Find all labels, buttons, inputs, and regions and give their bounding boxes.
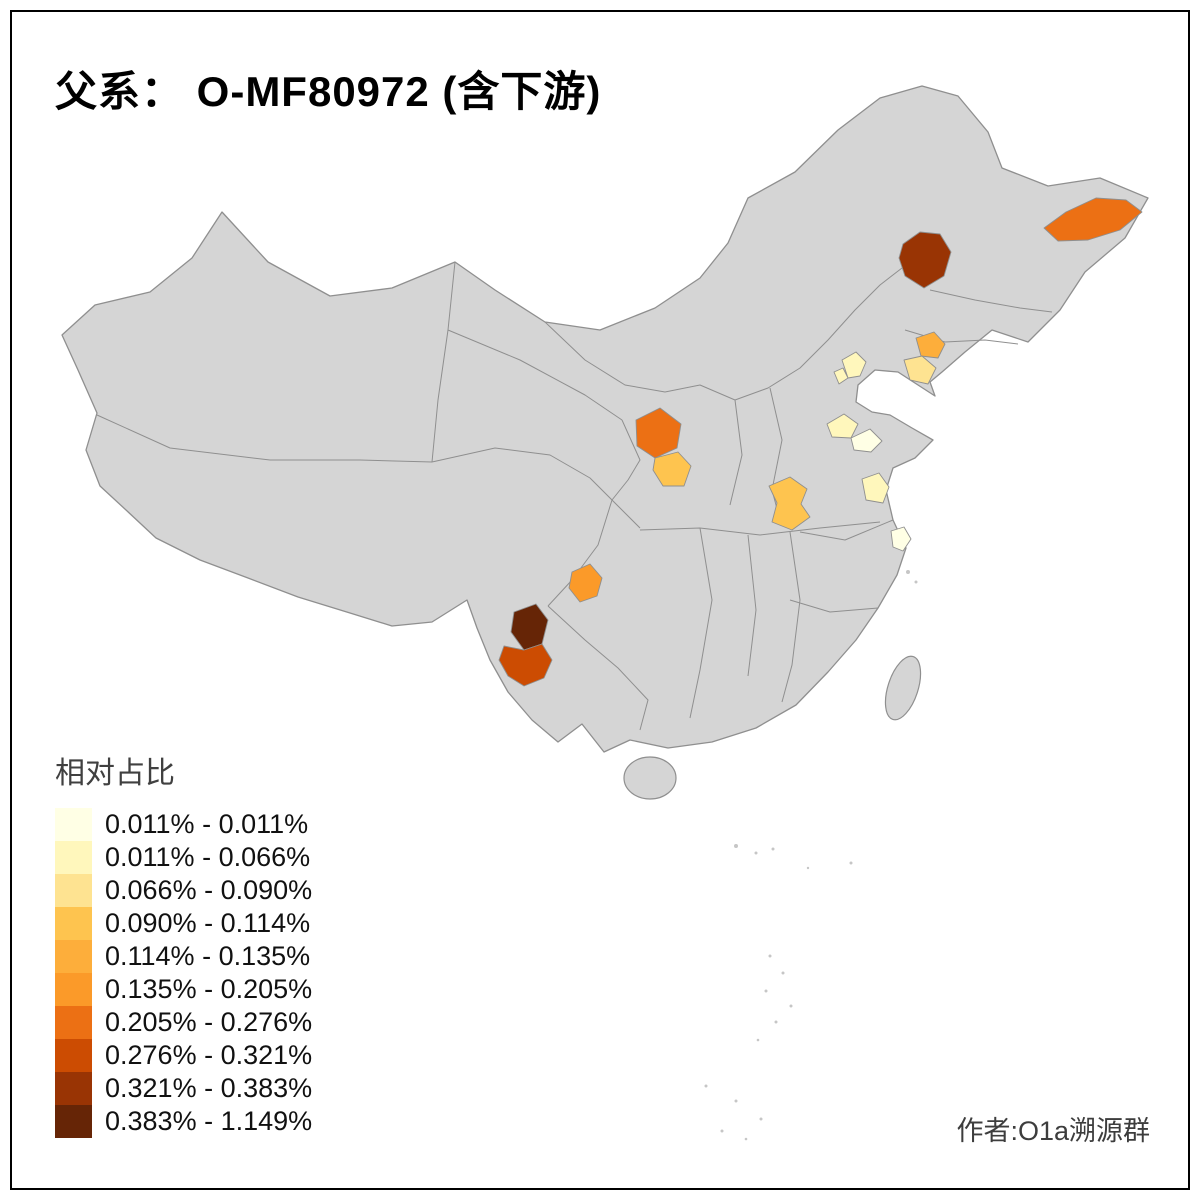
taiwan-island [884,655,922,721]
legend-swatch [55,1006,92,1039]
island-dot [754,851,758,855]
author-credit: 作者:O1a溯源群 [956,1116,1150,1146]
legend-title: 相对占比 [55,757,175,790]
legend-label: 0.114% - 0.135% [105,941,311,971]
legend-item: 0.135% - 0.205% [55,973,312,1006]
legend-label: 0.090% - 0.114% [105,908,311,938]
island-dot [764,989,768,993]
legend-label: 0.011% - 0.066% [105,842,311,872]
choropleth-regions [498,197,1143,687]
region-liaodong-peninsula [903,355,937,385]
legend-item: 0.011% - 0.066% [55,841,312,874]
china-mainland [61,85,1149,753]
region-beijing-area [833,351,867,385]
legend-item: 0.321% - 0.383% [55,1072,312,1105]
legend-swatch [55,940,92,973]
legend-swatch [55,841,92,874]
island-dot [914,580,918,584]
island-dot [774,1020,778,1024]
legend-swatch [55,973,92,1006]
south-china-sea-islands [704,570,918,1141]
legend-item: 0.114% - 0.135% [55,940,312,973]
island-dot [906,570,910,574]
island-dot [789,1004,793,1008]
region-shanghai-area [890,526,912,552]
island-dot [720,1129,724,1133]
legend-swatch [55,1105,92,1138]
region-heilongjiang-east [1043,197,1143,242]
legend-label: 0.066% - 0.090% [105,875,313,905]
legend-label: 0.321% - 0.383% [105,1073,313,1103]
legend-swatch [55,1072,92,1105]
island-dot [781,971,785,975]
region-yunnan-west [498,643,553,687]
legend-swatch [55,1039,92,1072]
region-shandong-central [850,428,883,453]
region-liaoning-central [915,331,946,359]
island-dot [756,1038,760,1042]
island-dot [704,1084,708,1088]
region-jiangsu-north [861,472,890,504]
legend-swatch [55,907,92,940]
legend-item: 0.011% - 0.011% [55,808,312,841]
legend-item: 0.276% - 0.321% [55,1039,312,1072]
region-shaanxi-south [652,451,692,487]
page-title: 父系： O-MF80972 (含下游) [55,68,602,115]
island-dot [849,861,853,865]
hainan-island [623,756,677,800]
legend-swatch [55,874,92,907]
legend-label: 0.383% - 1.149% [105,1106,313,1136]
island-dot [734,1099,738,1103]
region-ningxia-gansu-east [635,407,682,459]
island-dot [734,844,738,848]
legend-item: 0.090% - 0.114% [55,907,312,940]
legend-item: 0.205% - 0.276% [55,1006,312,1039]
legend-label: 0.011% - 0.011% [105,809,309,839]
island-dot [768,954,772,958]
legend: 相对占比 0.011% - 0.011% 0.011% - 0.066% 0.0… [55,748,312,1138]
legend-item: 0.066% - 0.090% [55,874,312,907]
legend-label: 0.276% - 0.321% [105,1040,313,1070]
legend-swatch [55,808,92,841]
region-henan-east [768,476,811,531]
island-dot [771,847,775,851]
island-dot [744,1137,748,1141]
island-dot [759,1117,763,1121]
legend-item: 0.383% - 1.149% [55,1105,312,1138]
legend-label: 0.135% - 0.205% [105,974,313,1004]
region-heilongjiang-central [898,231,952,289]
legend-label: 0.205% - 0.276% [105,1007,313,1037]
province-boundaries [96,261,1053,731]
region-sichuan-central [568,563,603,603]
island-dot [806,866,810,870]
region-shandong-west [826,413,859,439]
